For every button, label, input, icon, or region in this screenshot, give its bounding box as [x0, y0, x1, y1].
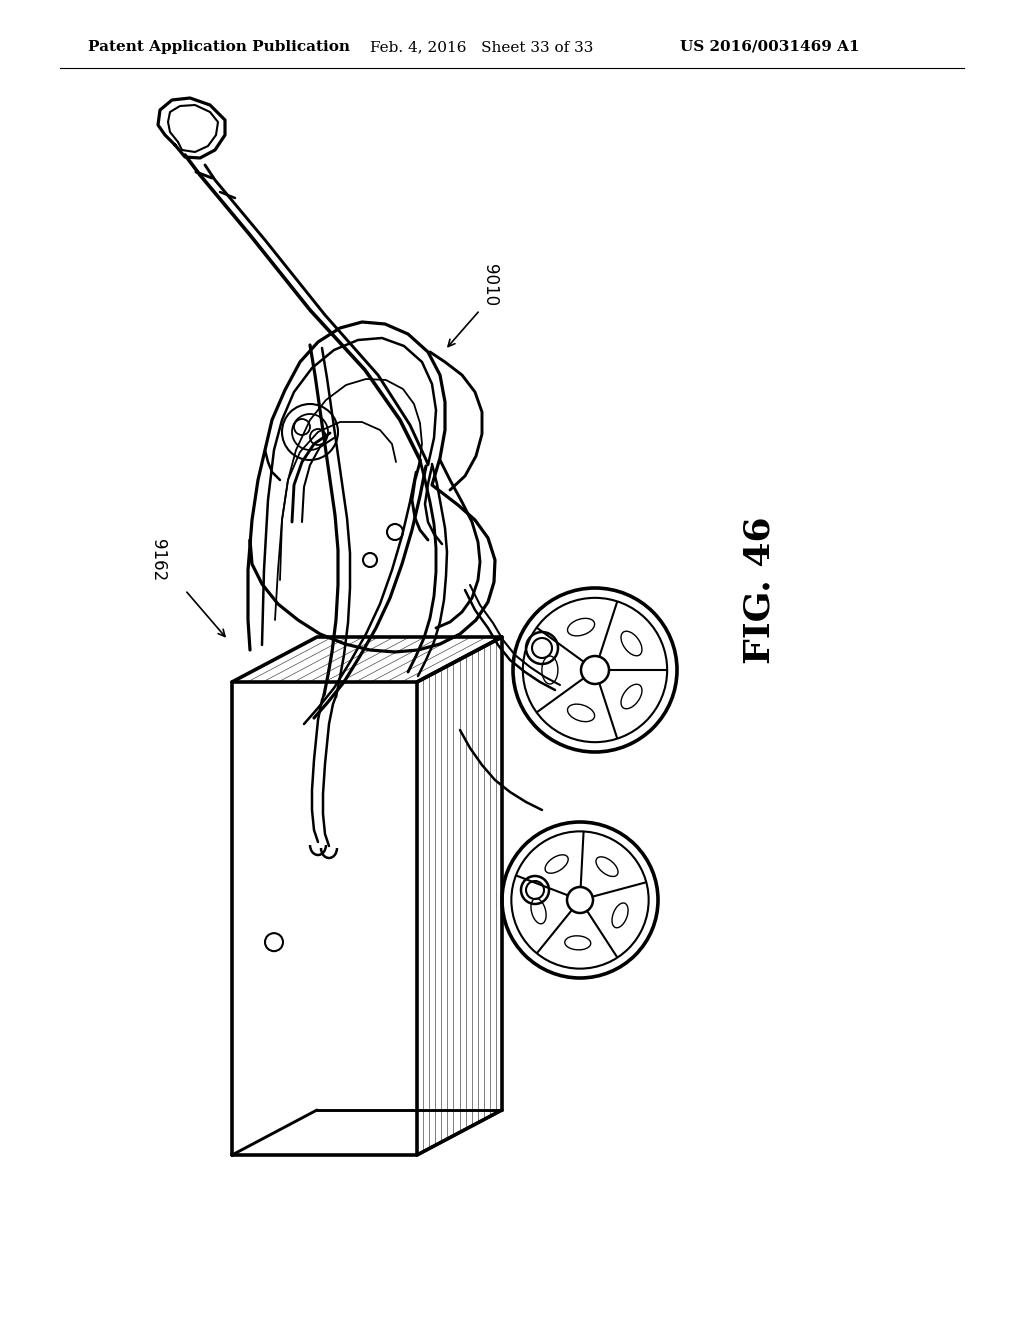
Text: 9162: 9162: [150, 539, 167, 581]
Text: US 2016/0031469 A1: US 2016/0031469 A1: [680, 40, 859, 54]
Text: Feb. 4, 2016   Sheet 33 of 33: Feb. 4, 2016 Sheet 33 of 33: [370, 40, 593, 54]
Text: 9010: 9010: [481, 264, 499, 306]
Text: Patent Application Publication: Patent Application Publication: [88, 40, 350, 54]
Text: FIG. 46: FIG. 46: [743, 516, 777, 664]
